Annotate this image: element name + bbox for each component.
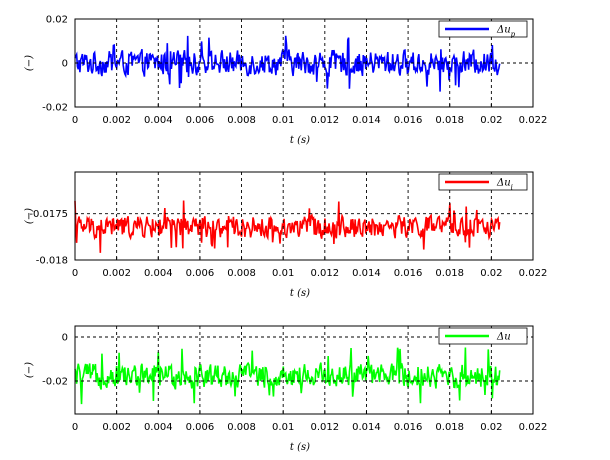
x-tick-label: 0.002 <box>102 268 131 279</box>
x-tick-label: 0.004 <box>144 268 173 279</box>
series-line-1 <box>74 200 501 253</box>
x-axis-label: t (s) <box>290 442 310 453</box>
x-tick-label: 0.022 <box>519 268 548 279</box>
x-tick-label: 0.014 <box>352 268 381 279</box>
x-axis-label: t (s) <box>290 135 310 146</box>
axes-frame <box>74 18 534 108</box>
subplot-1: 0 0.002 0.004 0.006 0.008 0.01 0.012 0.014 0.016… <box>24 15 547 147</box>
x-tick-label: 0.004 <box>144 115 173 126</box>
legend-label: Δup <box>496 25 516 39</box>
series-line-1 <box>74 35 501 92</box>
legend: Δui <box>438 173 528 192</box>
y-axis-label: (−) <box>24 208 35 224</box>
x-tick-label: 0.022 <box>519 422 548 433</box>
x-tick-label: 0.016 <box>394 268 423 279</box>
x-tick-label: 0.02 <box>480 422 502 433</box>
y-tick-label: -0.02 <box>42 377 68 388</box>
x-tick-label: 0.02 <box>480 115 502 126</box>
y-tick-label: 0 <box>62 333 68 344</box>
y-tick-label: -0.018 <box>36 256 68 267</box>
x-tick-label: 0.018 <box>435 422 464 433</box>
x-tick-label: 0 <box>72 268 78 279</box>
x-tick-label: 0.002 <box>102 422 131 433</box>
subplot-3: 0 0.002 0.004 0.006 0.008 0.01 0.012 0.014 0.016… <box>24 325 548 453</box>
x-tick-label: 0.006 <box>186 115 215 126</box>
x-tick-label: 0 <box>72 422 78 433</box>
x-tick-label: 0.012 <box>310 422 339 433</box>
x-tick-label: 0.012 <box>310 268 339 279</box>
y-tick-label: -0.0175 <box>29 209 68 220</box>
x-tick-label: 0.006 <box>186 268 215 279</box>
y-axis-label: (−) <box>24 55 35 71</box>
x-tick-label: 0.016 <box>394 422 423 433</box>
x-tick-label: 0.01 <box>272 422 294 433</box>
x-tick-label: 0.012 <box>310 115 339 126</box>
y-axis-label: (−) <box>24 362 35 378</box>
legend-label: Δui <box>496 178 513 192</box>
x-tick-label: 0.016 <box>394 115 423 126</box>
x-tick-label: 0.014 <box>352 115 381 126</box>
legend: Δu <box>438 327 528 345</box>
x-tick-label: 0.014 <box>352 422 381 433</box>
axes-frame <box>74 325 534 415</box>
x-tick-label: 0.002 <box>102 115 131 126</box>
x-tick-label: 0.006 <box>186 422 215 433</box>
axes-frame <box>74 171 534 261</box>
y-tick-label: 0.02 <box>46 15 68 26</box>
x-tick-label: 0.02 <box>480 268 502 279</box>
x-tick-label: 0.022 <box>519 115 548 126</box>
legend-label: Δu <box>496 332 511 343</box>
x-tick-label: 0 <box>72 115 78 126</box>
x-tick-label: 0.018 <box>435 115 464 126</box>
x-tick-label: 0.008 <box>227 422 256 433</box>
x-tick-label: 0.01 <box>272 115 294 126</box>
x-tick-label: 0.008 <box>227 115 256 126</box>
y-tick-label: 0 <box>62 59 68 70</box>
series-line-1 <box>74 347 501 405</box>
x-axis-label: t (s) <box>290 288 310 299</box>
legend: Δup <box>438 20 528 39</box>
y-tick-label: -0.02 <box>42 103 68 114</box>
subplot-2: 0 0.002 0.004 0.006 0.008 0.01 0.012 0.014 0.016… <box>24 171 548 299</box>
x-tick-label: 0.008 <box>227 268 256 279</box>
x-tick-label: 0.01 <box>272 268 294 279</box>
x-tick-label: 0.018 <box>435 268 464 279</box>
subplots: 0 0.002 0.004 0.006 0.008 0.01 0.012 0.014 0.016… <box>24 15 547 454</box>
x-tick-label: 0.004 <box>144 422 173 433</box>
